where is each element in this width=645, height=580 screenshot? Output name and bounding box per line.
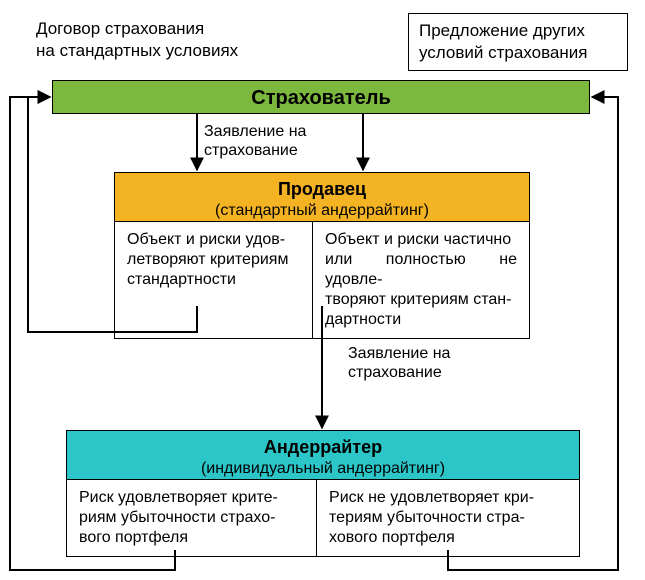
node-prodavec-cells: Объект и риски удов-летворяют критериямс…	[114, 222, 530, 339]
anderrayter-cell-left: Риск удовлетворяет крите-риям убыточност…	[67, 480, 316, 556]
node-prodavec-title: Продавец	[278, 179, 366, 199]
node-anderrayter-cells: Риск удовлетворяет крите-риям убыточност…	[66, 480, 580, 557]
flowchart-canvas: Договор страхованияна стандартных услови…	[0, 0, 645, 580]
node-anderrayter-subtitle: (индивидуальный андеррайтинг)	[201, 460, 445, 477]
edge-label-2: Заявление настрахование	[348, 344, 508, 382]
node-anderrayter-title: Андеррайтер	[264, 437, 382, 457]
top-left-label: Договор страхованияна стандартных услови…	[36, 18, 296, 62]
top-right-label: Предложение другихусловий страхования	[408, 13, 628, 71]
node-prodavec-header: Продавец (стандартный андеррайтинг)	[114, 172, 530, 222]
node-strahovatel-title: Страхователь	[251, 87, 391, 109]
edge-label-1: Заявление настрахование	[204, 122, 364, 160]
prodavec-cell-left: Объект и риски удов-летворяют критериямс…	[115, 222, 312, 338]
anderrayter-cell-right: Риск не удовлетворяет кри-териям убыточн…	[316, 480, 579, 556]
node-strahovatel: Страхователь	[52, 80, 590, 114]
prodavec-cell-right: Объект и риски частичноили полностью не …	[312, 222, 529, 338]
node-anderrayter-header: Андеррайтер (индивидуальный андеррайтинг…	[66, 430, 580, 480]
node-prodavec-subtitle: (стандартный андеррайтинг)	[215, 202, 429, 219]
